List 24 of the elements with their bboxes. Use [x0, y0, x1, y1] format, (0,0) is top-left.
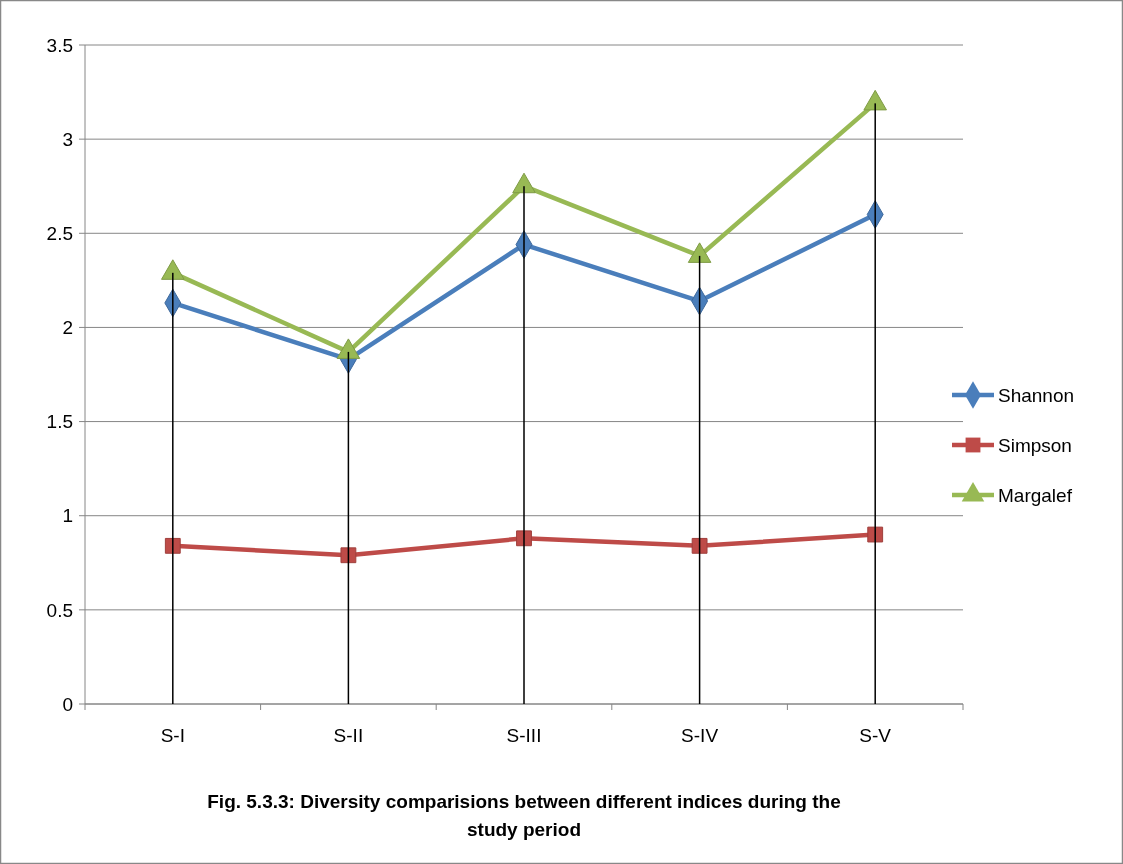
legend-label: Margalef: [998, 484, 1073, 506]
legend-label: Simpson: [998, 434, 1072, 456]
point: [161, 259, 185, 280]
x-tick-label: S-V: [859, 725, 892, 746]
point: [336, 338, 361, 359]
legend-label: Shannon: [998, 384, 1075, 406]
y-tick-label: 3: [62, 128, 73, 150]
point: [512, 172, 536, 194]
point: [687, 242, 712, 263]
x-tick-label: S-II: [333, 725, 364, 746]
text: Fig. 5.3.3: Diversity comparisions between different indices during the study period: [207, 791, 841, 840]
y-tick-label: 1.5: [46, 411, 73, 433]
y-tick-label: 2.5: [46, 222, 73, 244]
point: [691, 537, 708, 554]
y-tick-label: 0.5: [46, 599, 73, 621]
point: [340, 547, 357, 564]
y-tick-label: 2: [62, 317, 73, 339]
y-tick-label: 1: [62, 505, 73, 527]
y-tick-label: 3.5: [46, 34, 73, 56]
x-tick-label: S-I: [160, 725, 185, 746]
y-tick-label: 0: [62, 693, 73, 715]
x-tick-label: S-IV: [681, 725, 719, 746]
point: [863, 89, 887, 111]
x-tick-label: S-III: [506, 725, 542, 746]
